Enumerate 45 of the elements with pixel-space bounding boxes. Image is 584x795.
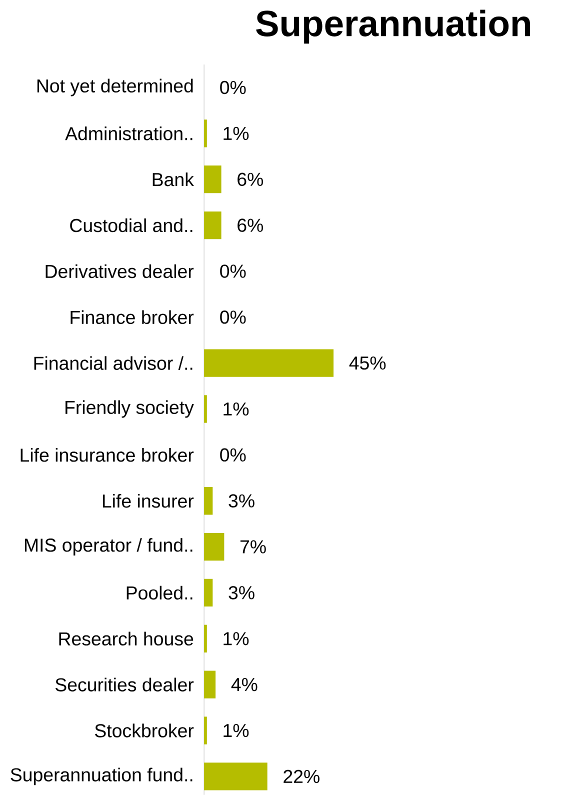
data-label: 45% (349, 356, 386, 370)
data-label: 1% (224, 632, 248, 646)
data-label: 0% (220, 448, 246, 462)
bar (204, 716, 207, 744)
bar (204, 532, 224, 561)
y-tick-label: Financial advisor /.. (34, 356, 192, 370)
bar (204, 624, 207, 652)
bar (204, 349, 334, 377)
y-tick-label: Life insurer (102, 494, 194, 508)
y-tick-label: Research house (59, 632, 193, 646)
bar (204, 120, 207, 148)
bar (204, 487, 213, 515)
data-label: 6% (237, 172, 263, 186)
data-label: 1% (224, 402, 248, 416)
bar (204, 395, 207, 423)
chart-title: Superannuation (256, 10, 530, 44)
data-label: 0% (220, 264, 246, 278)
y-tick-label: Derivatives dealer (46, 264, 194, 278)
y-tick-label: Securities dealer (55, 678, 194, 692)
bar (204, 211, 222, 240)
data-label: 3% (228, 494, 254, 508)
y-tick-label: Finance broker (70, 310, 194, 324)
y-tick-label: Stockbroker (94, 724, 194, 738)
bar (204, 762, 268, 790)
y-tick-label: Superannuation fund.. (10, 768, 192, 786)
data-label: 1% (224, 126, 248, 140)
y-tick-label: Life insurance broker (20, 448, 194, 462)
bar (204, 578, 213, 607)
y-tick-label: Bank (152, 172, 194, 186)
data-label: 6% (237, 218, 263, 232)
bar (204, 166, 222, 194)
y-tick-label: MIS operator / fund.. (24, 538, 192, 556)
data-label: 7% (240, 540, 266, 554)
data-label: 0% (220, 80, 246, 94)
y-tick-label: Pooled.. (126, 586, 192, 600)
y-tick-label: Administration.. (64, 126, 192, 140)
data-label: 0% (220, 310, 246, 324)
data-label: 22% (283, 770, 320, 784)
data-label: 4% (231, 678, 258, 692)
y-tick-label: Friendly society (65, 400, 194, 418)
data-label: 1% (224, 724, 248, 738)
bar (204, 670, 216, 698)
data-label: 3% (228, 586, 254, 600)
y-tick-label: Custodial and.. (70, 218, 192, 232)
y-tick-label: Not yet determined (37, 78, 193, 96)
